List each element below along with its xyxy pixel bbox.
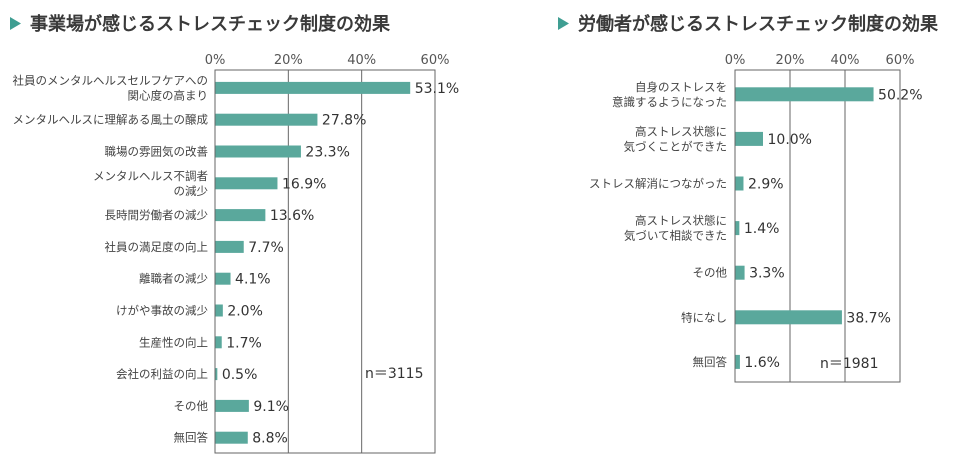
category-label: 自身のストレスを意識するようになった	[612, 80, 727, 109]
value-label: 16.9%	[282, 176, 326, 192]
value-label: 10.0%	[768, 132, 812, 148]
category-label: 職場の雰囲気の改善	[105, 145, 209, 159]
category-label: その他	[693, 266, 728, 280]
bar	[735, 221, 740, 236]
tick-label: 40%	[831, 53, 860, 68]
tick-label: 0%	[205, 53, 226, 68]
bar	[215, 399, 249, 412]
employer-effects-chart: 事業場が感じるストレスチェック制度の効果 0% 20% 40% 60% 53.1% 社員のメ…	[10, 13, 459, 454]
bar	[215, 177, 278, 190]
plot-frame	[734, 69, 901, 383]
tick-label: 0%	[725, 53, 746, 68]
value-label: 0.5%	[222, 367, 258, 383]
bar	[215, 209, 266, 222]
category-label: 高ストレス状態に気づくことができた	[624, 124, 728, 153]
category-label: メンタルヘルスに理解ある風土の醸成	[13, 113, 209, 127]
bar	[215, 368, 218, 381]
value-label: 4.1%	[235, 272, 271, 288]
bar	[735, 354, 740, 369]
category-label: 会社の利益の向上	[116, 367, 208, 381]
chart-title: 事業場が感じるストレスチェック制度の効果	[30, 13, 391, 35]
value-label: 1.6%	[744, 355, 780, 371]
value-label: 7.7%	[248, 240, 284, 256]
value-label: 27.8%	[322, 113, 366, 129]
category-label: その他	[174, 399, 209, 413]
value-label: 9.1%	[253, 399, 289, 415]
category-label: 生産性の向上	[139, 335, 208, 349]
bar	[215, 145, 301, 158]
category-label: 特になし	[681, 310, 727, 324]
bar	[735, 87, 874, 102]
chart-title: 労働者が感じるストレスチェック制度の効果	[578, 13, 939, 35]
value-label: 1.4%	[744, 221, 780, 237]
plot-frame	[214, 69, 436, 454]
bar	[735, 310, 842, 325]
value-label: 8.8%	[252, 431, 288, 447]
title-marker-icon	[10, 17, 21, 30]
category-label: 長時間労働者の減少	[105, 208, 209, 222]
bar	[215, 336, 222, 349]
category-label: メンタルヘルス不調者の減少	[93, 169, 208, 198]
category-label: けがや事故の減少	[116, 304, 208, 318]
bar	[215, 81, 411, 94]
bar	[215, 113, 318, 126]
tick-label: 20%	[776, 53, 805, 68]
sample-size-label: n＝1981	[820, 356, 879, 372]
value-label: 13.6%	[270, 208, 314, 224]
category-label: 無回答	[693, 355, 728, 369]
bar	[735, 265, 745, 280]
value-label: 23.3%	[305, 145, 349, 161]
category-label: 高ストレス状態に気づいて相談できた	[624, 214, 727, 243]
tick-label: 20%	[274, 53, 303, 68]
value-label: 2.0%	[227, 304, 263, 320]
tick-label: 60%	[421, 53, 450, 68]
bar	[215, 272, 231, 285]
category-label: 無回答	[174, 431, 209, 445]
value-label: 38.7%	[846, 310, 890, 326]
value-label: 3.3%	[749, 266, 785, 282]
title-marker-icon	[558, 17, 569, 30]
bar	[735, 131, 763, 146]
bar	[215, 304, 223, 317]
category-label: 社員の満足度の向上	[105, 240, 209, 254]
value-label: 1.7%	[226, 335, 262, 351]
bar	[735, 176, 744, 191]
value-label: 53.1%	[415, 81, 459, 97]
bar	[215, 240, 244, 253]
worker-effects-chart: 労働者が感じるストレスチェック制度の効果 0% 20% 40% 60% 50.2% 自身のス…	[558, 13, 939, 383]
tick-label: 40%	[347, 53, 376, 68]
category-label: ストレス解消につながった	[589, 177, 727, 191]
category-label: 社員のメンタルヘルスセルフケアへの関心度の高まり	[13, 73, 209, 102]
category-label: 離職者の減少	[139, 272, 208, 286]
value-label: 2.9%	[748, 177, 784, 193]
tick-label: 60%	[886, 53, 915, 68]
value-label: 50.2%	[878, 87, 922, 103]
sample-size-label: n＝3115	[365, 366, 424, 382]
bar	[215, 431, 248, 444]
